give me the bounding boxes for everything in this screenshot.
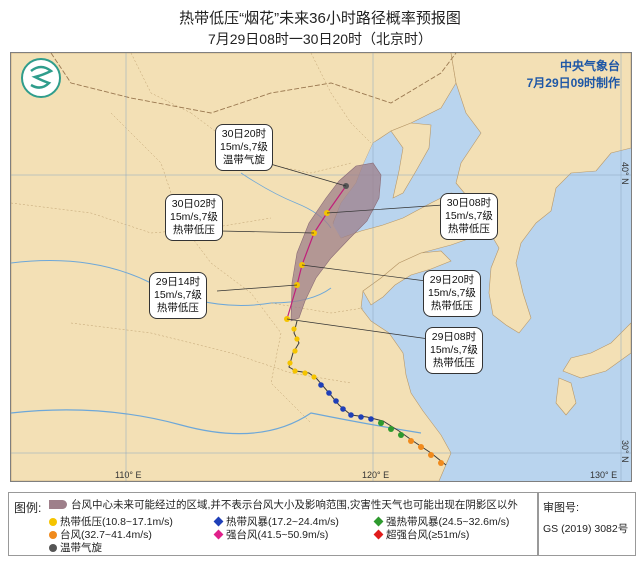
- approval-number: GS (2019) 3082号: [543, 523, 629, 535]
- legend-superty: 超强台风(≥51m/s): [373, 527, 469, 542]
- land-korea: [450, 53, 631, 334]
- callout-wind: 15m/s,7级: [430, 344, 478, 356]
- legend: 图例: 台风中心未来可能经过的区域,并不表示台风大小及影响范围,灾害性天气也可能…: [8, 492, 538, 556]
- lon-tick-120: 120° E: [362, 470, 390, 480]
- past-track-points: [287, 326, 444, 466]
- callout-30d20: 30日20时 15m/s,7级 温带气旋: [215, 124, 273, 171]
- map-subtitle: 7月29日08时一30日20时（北京时）: [207, 31, 433, 47]
- approval-label: 审图号:: [543, 502, 580, 514]
- callout-time: 30日02时: [171, 198, 217, 210]
- made-time: 7月29日09时制作: [526, 76, 620, 90]
- callout-wind: 15m/s,7级: [154, 289, 202, 301]
- map-title: 热带低压“烟花”未来36小时路径概率预报图: [179, 10, 461, 27]
- callout-wind: 15m/s,7级: [170, 211, 218, 223]
- callout-type: 热带低压: [447, 223, 490, 235]
- cma-logo: [21, 58, 61, 98]
- callout-time: 30日08时: [446, 197, 492, 209]
- callout-wind: 15m/s,7级: [445, 210, 493, 222]
- legend-title: 图例:: [14, 501, 42, 515]
- callout-29d08: 29日08时 15m/s,7级 热带低压: [425, 327, 483, 374]
- callout-time: 29日08时: [431, 331, 477, 343]
- header: 热带低压“烟花”未来36小时路径概率预报图 7月29日08时一30日20时（北京…: [0, 0, 640, 52]
- agency-name: 中央气象台: [559, 59, 620, 73]
- map-canvas: [11, 53, 631, 481]
- legend-cone-row: 台风中心未来可能经过的区域,并不表示台风大小及影响范围,灾害性天气也可能出现在阴…: [49, 497, 518, 512]
- lat-tick-40: 40° N: [620, 162, 630, 185]
- legend-ty: 台风(32.7~41.4m/s): [49, 527, 152, 542]
- callout-time: 30日20时: [221, 128, 267, 140]
- etc-dot-icon: [49, 544, 57, 552]
- land-kyushu: [555, 377, 577, 416]
- callout-wind: 15m/s,7级: [220, 141, 268, 153]
- sty-diamond-icon: [213, 529, 224, 540]
- callout-time: 29日14时: [155, 276, 201, 288]
- agency-block: 中央气象台 7月29日09时制作: [527, 58, 620, 92]
- callout-wind: 15m/s,7级: [428, 287, 476, 299]
- callout-type: 热带低压: [432, 357, 475, 369]
- legend-cone-text: 台风中心未来可能经过的区域,并不表示台风大小及影响范围,灾害性天气也可能出现在阴…: [71, 499, 518, 511]
- ty-dot-icon: [49, 531, 57, 539]
- ts-diamond-icon: [213, 516, 224, 527]
- approval-box: 审图号: GS (2019) 3082号: [538, 492, 636, 556]
- callout-type: 温带气旋: [222, 154, 265, 166]
- land-shandong: [362, 250, 452, 306]
- sts-diamond-icon: [373, 516, 384, 527]
- callout-30d02: 30日02时 15m/s,7级 热带低压: [165, 194, 223, 241]
- forecast-track: [286, 185, 347, 320]
- callout-29d20: 29日20时 15m/s,7级 热带低压: [423, 270, 481, 317]
- lon-tick-130: 130° E: [590, 470, 618, 480]
- callout-type: 热带低压: [430, 300, 473, 312]
- callout-29d14: 29日14时 15m/s,7级 热带低压: [149, 272, 207, 319]
- td-dot-icon: [49, 518, 57, 526]
- callout-type: 热带低压: [172, 224, 215, 236]
- callout-time: 29日20时: [429, 274, 475, 286]
- legend-ts: 热带风暴(17.2~24.4m/s): [213, 514, 339, 529]
- graticule: [11, 53, 631, 481]
- callout-leaders: [216, 162, 444, 340]
- lat-tick-30: 30° N: [620, 440, 630, 463]
- legend-etc: 温带气旋: [49, 540, 102, 555]
- forecast-map: [10, 52, 632, 482]
- superty-diamond-icon: [373, 529, 384, 540]
- callout-30d08: 30日08时 15m/s,7级 热带低压: [440, 193, 498, 240]
- lon-tick-110: 110° E: [115, 470, 142, 480]
- yangtze-river: [11, 409, 422, 435]
- legend-td: 热带低压(10.8~17.1m/s): [49, 514, 173, 529]
- legend-sts: 强热带风暴(24.5~32.6m/s): [373, 514, 509, 529]
- cone-swatch-icon: [49, 500, 67, 509]
- legend-sty: 强台风(41.5~50.9m/s): [213, 527, 328, 542]
- land-japan: [562, 322, 631, 379]
- callout-type: 热带低压: [156, 302, 199, 314]
- land-liaodong: [390, 122, 432, 199]
- national-border: [50, 53, 457, 114]
